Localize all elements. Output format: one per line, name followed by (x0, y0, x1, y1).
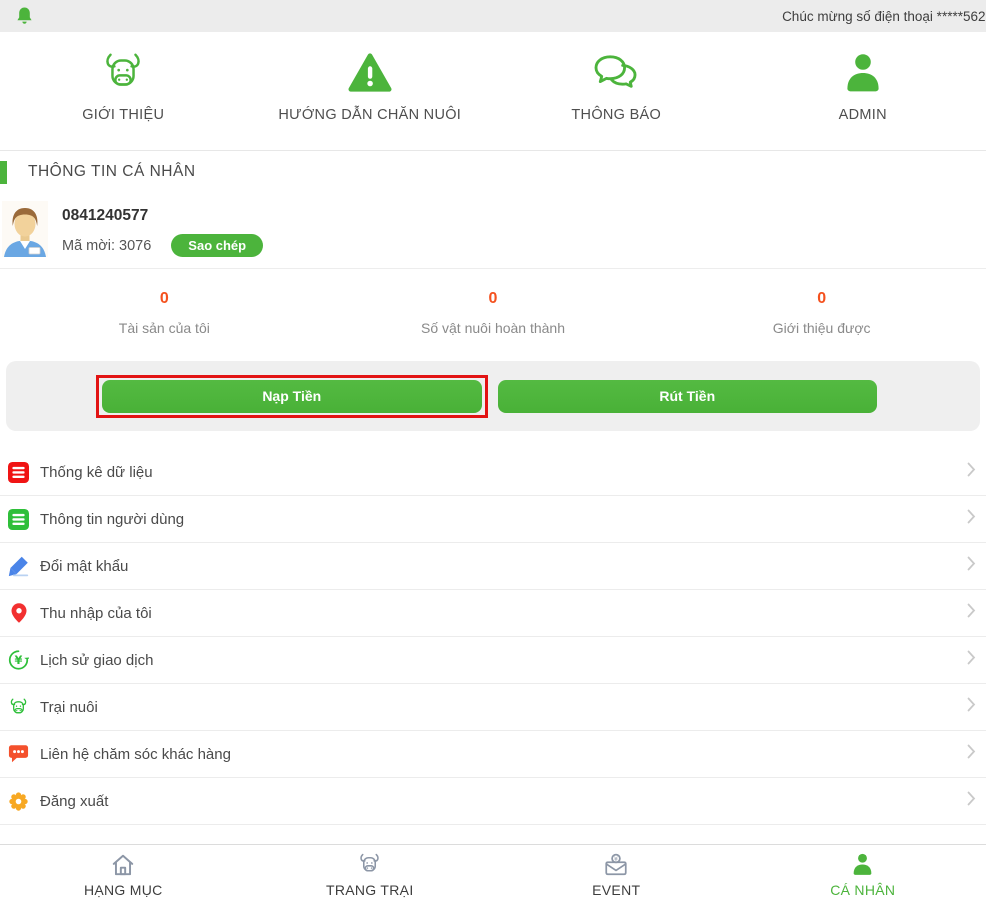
stat-label: Tài sản của tôi (118, 320, 210, 336)
bottomnav-trang-trai[interactable]: TRANG TRẠI (247, 845, 494, 905)
cow-icon (8, 697, 29, 718)
bottomnav-label: HẠNG MỤC (83, 882, 163, 898)
svg-text:¥: ¥ (614, 854, 618, 862)
stat-animals-completed: 0 Số vật nuôi hoàn thành (329, 290, 658, 336)
menu-item-thong-ke-du-lieu[interactable]: Thống kê dữ liệu (0, 449, 986, 496)
menu-label: Thống kê dữ liệu (40, 463, 153, 481)
stat-value: 0 (817, 290, 827, 307)
profile-row: 0841240577 Mã mời: 3076 Sao chép (0, 193, 986, 269)
chevron-right-icon (967, 650, 976, 670)
copy-button[interactable]: Sao chép (171, 234, 264, 257)
bottomnav-label: TRANG TRẠI (325, 882, 414, 898)
gear-icon (8, 791, 29, 812)
stat-value: 0 (488, 290, 498, 307)
quicknav-label: ADMIN (838, 107, 887, 123)
quicknav-label: THÔNG BÁO (571, 107, 662, 123)
bottomnav-ca-nhan[interactable]: CÁ NHÂN (740, 845, 986, 905)
chevron-right-icon (967, 697, 976, 717)
stat-value: 0 (159, 290, 169, 307)
bottomnav-event[interactable]: ¥ EVENT (493, 845, 740, 905)
quicknav-label: GIỚI THIỆU (82, 107, 165, 123)
menu-label: Trại nuôi (40, 698, 98, 716)
quicknav-label: HƯỚNG DẪN CHĂN NUÔI (278, 107, 462, 123)
red-list-icon (8, 461, 29, 483)
menu-item-thong-tin-nguoi-dung[interactable]: Thông tin người dùng (0, 496, 986, 543)
green-list-icon (8, 508, 29, 530)
menu-label: Đổi mật khẩu (40, 557, 129, 575)
stat-assets: 0 Tài sản của tôi (0, 290, 329, 336)
profile-info: 0841240577 Mã mời: 3076 Sao chép (62, 201, 264, 257)
menu-label: Liên hệ chăm sóc khác hàng (40, 745, 231, 763)
top-notification-bar: Chúc mừng số điện thoại *****5621 (0, 0, 986, 32)
warning-triangle-icon (247, 50, 494, 96)
phone-number: 0841240577 (62, 207, 149, 224)
menu-item-dang-xuat[interactable]: Đăng xuất (0, 778, 986, 825)
chevron-right-icon (967, 744, 976, 764)
home-icon (0, 851, 247, 878)
invite-line: Mã mời: 3076 Sao chép (62, 234, 264, 257)
bell-icon[interactable] (16, 6, 33, 26)
chat-bubbles-icon (493, 50, 740, 96)
quicknav-gioi-thieu[interactable]: GIỚI THIỆU (0, 50, 247, 150)
envelope-coin-icon: ¥ (493, 851, 740, 878)
bottom-nav: HẠNG MỤC TRANG TRẠI ¥ EVENT (0, 844, 986, 905)
menu-item-lich-su-giao-dich[interactable]: ¥ Lịch sử giao dịch (0, 637, 986, 684)
stats-row: 0 Tài sản của tôi 0 Số vật nuôi hoàn thà… (0, 269, 986, 353)
bottomnav-label: CÁ NHÂN (830, 882, 896, 898)
section-accent-bar (0, 161, 7, 184)
menu-item-trai-nuoi[interactable]: Trại nuôi (0, 684, 986, 731)
bottomnav-hang-muc[interactable]: HẠNG MỤC (0, 845, 247, 905)
quicknav-admin[interactable]: ADMIN (740, 50, 986, 150)
chat-dots-icon (8, 744, 29, 765)
money-buttons-panel: Nạp Tiền Rút Tiền (6, 361, 980, 431)
chevron-right-icon (967, 462, 976, 482)
stat-referrals: 0 Giới thiệu được (657, 290, 986, 336)
cow-icon (247, 851, 494, 878)
section-title: THÔNG TIN CÁ NHÂN (28, 163, 196, 180)
person-icon (740, 851, 986, 878)
deposit-button-wrap: Nạp Tiền (96, 374, 488, 418)
section-header: THÔNG TIN CÁ NHÂN (0, 151, 986, 193)
quicknav-thong-bao[interactable]: THÔNG BÁO (493, 50, 740, 150)
chevron-right-icon (967, 556, 976, 576)
stat-label: Giới thiệu được (772, 320, 871, 336)
menu-item-doi-mat-khau[interactable]: Đổi mật khẩu (0, 543, 986, 590)
avatar (2, 201, 48, 257)
menu-item-lien-he-cham-soc[interactable]: Liên hệ chăm sóc khác hàng (0, 731, 986, 778)
location-pin-icon (8, 603, 29, 624)
menu-label: Thông tin người dùng (40, 510, 185, 528)
invite-code: Mã mời: 3076 (62, 237, 152, 254)
menu-item-thu-nhap-cua-toi[interactable]: Thu nhập của tôi (0, 590, 986, 637)
person-icon (740, 50, 986, 96)
menu-label: Lịch sử giao dịch (40, 651, 154, 669)
yen-history-icon: ¥ (8, 650, 29, 671)
chevron-right-icon (967, 603, 976, 623)
withdraw-button[interactable]: Rút Tiền (497, 379, 877, 413)
deposit-button[interactable]: Nạp Tiền (102, 379, 482, 413)
menu-list: Thống kê dữ liệu Thông tin người dùng Đổ… (0, 449, 986, 825)
cow-icon (0, 50, 247, 96)
quick-nav: GIỚI THIỆU HƯỚNG DẪN CHĂN NUÔI THÔNG BÁO (0, 32, 986, 151)
chevron-right-icon (967, 509, 976, 529)
menu-label: Đăng xuất (40, 792, 109, 810)
quicknav-huong-dan[interactable]: HƯỚNG DẪN CHĂN NUÔI (247, 50, 494, 150)
pen-icon (8, 556, 29, 577)
chevron-right-icon (967, 791, 976, 811)
menu-label: Thu nhập của tôi (40, 604, 152, 622)
svg-text:¥: ¥ (15, 653, 23, 667)
stat-label: Số vật nuôi hoàn thành (421, 320, 566, 336)
marquee-message: Chúc mừng số điện thoại *****5621 (782, 8, 986, 24)
bottomnav-label: EVENT (592, 882, 641, 898)
